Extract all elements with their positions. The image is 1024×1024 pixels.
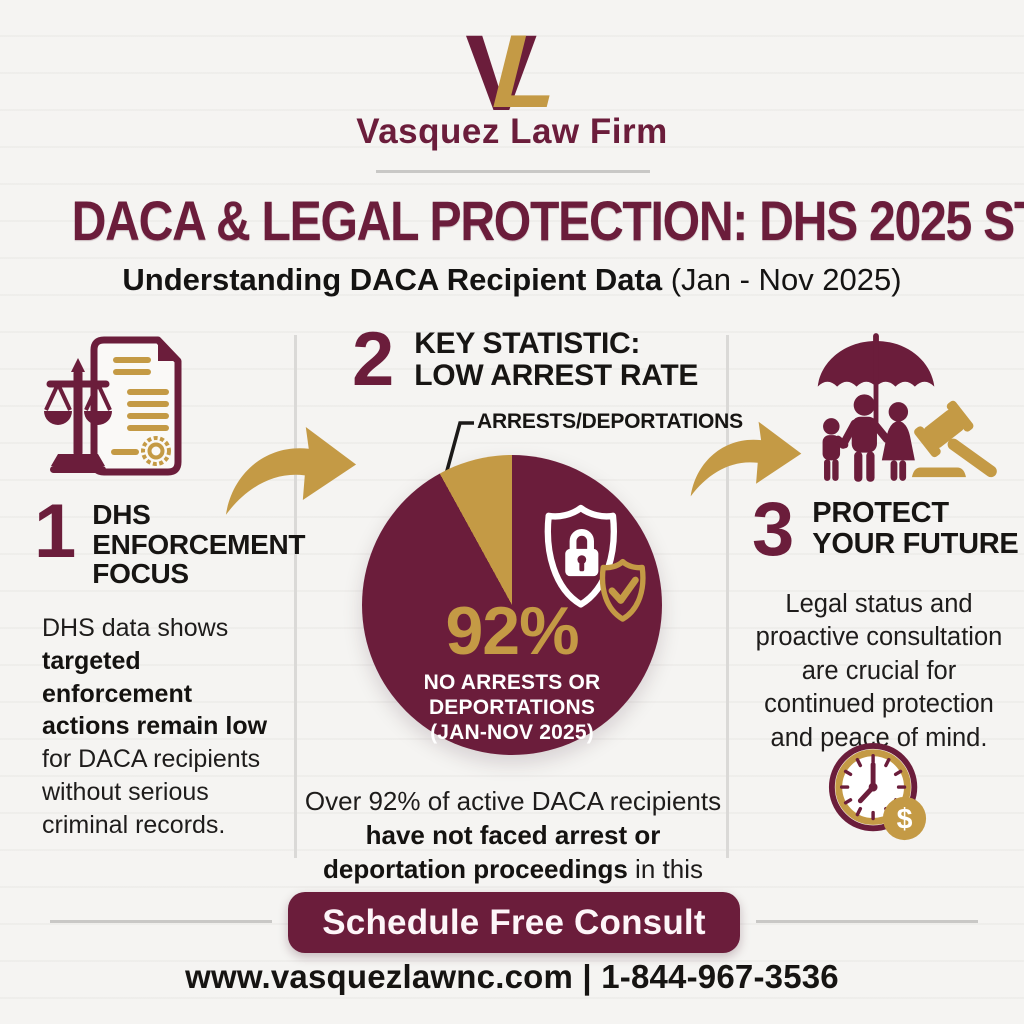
firm-logo: V L [0,12,1024,133]
step2-body: Over 92% of active DACA recipients have … [304,786,722,918]
pie-callout-label: ARRESTS/DEPORTATIONS [477,410,743,433]
pie-callout-line [443,421,474,479]
pie-center-value: 92% [445,593,579,669]
gavel-icon [911,400,997,478]
family-umbrella-icon [817,333,935,482]
cta-divider-right [756,920,978,923]
pie-center-label: NO ARRESTS OR DEPORTATIONS (JAN-NOV 2025… [423,671,601,744]
step1-number: 1 [34,489,77,574]
footer-contact: www.vasquezlawnc.com | 1-844-967-3536 [0,958,1024,996]
step2-heading: KEY STATISTIC: LOW ARREST RATE [414,327,699,392]
footer-separator: | [573,958,602,995]
step1-heading: DHS ENFORCEMENT FOCUS [92,499,306,590]
header-divider [376,170,650,173]
legal-document-scales-icon [44,336,182,476]
flow-arrow-right-icon [690,421,802,497]
step1-body: DHS data shows targeted enforcement acti… [42,614,268,839]
page-subtitle: Understanding DACA Recipient Data (Jan -… [0,262,1024,298]
step3-heading: PROTECT YOUR FUTURE [812,497,1019,560]
page-title: DACA & LEGAL PROTECTION: DHS 2025 STATS [71,189,1024,252]
clock-dollar-icon: $ [828,742,927,841]
dollar-sign-glyph: $ [897,803,913,835]
column-divider-left [294,335,297,858]
step2-number: 2 [352,317,395,402]
footer-website: www.vasquezlawnc.com [185,958,574,995]
step1-header: 1 DHS ENFORCEMENT FOCUS [34,489,306,590]
schedule-consult-button[interactable]: Schedule Free Consult [288,892,740,953]
flow-arrow-left-icon [225,427,357,515]
subtitle-bold: Understanding DACA Recipient Data [122,262,663,297]
column-divider-right [726,335,729,858]
logo-letter-v: V [465,12,538,133]
shield-lock-icon [544,504,646,622]
step3-body: Legal status and proactive consultation … [755,590,1003,752]
firm-name: Vasquez Law Firm [356,112,668,151]
cta-divider-left [50,920,272,923]
subtitle-tail: (Jan - Nov 2025) [662,262,902,297]
step2-header: 2 KEY STATISTIC: LOW ARREST RATE [352,317,699,402]
step3-number: 3 [752,487,795,572]
step3-header: 3 PROTECT YOUR FUTURE [752,487,1019,572]
footer-phone: 1-844-967-3536 [601,958,839,995]
